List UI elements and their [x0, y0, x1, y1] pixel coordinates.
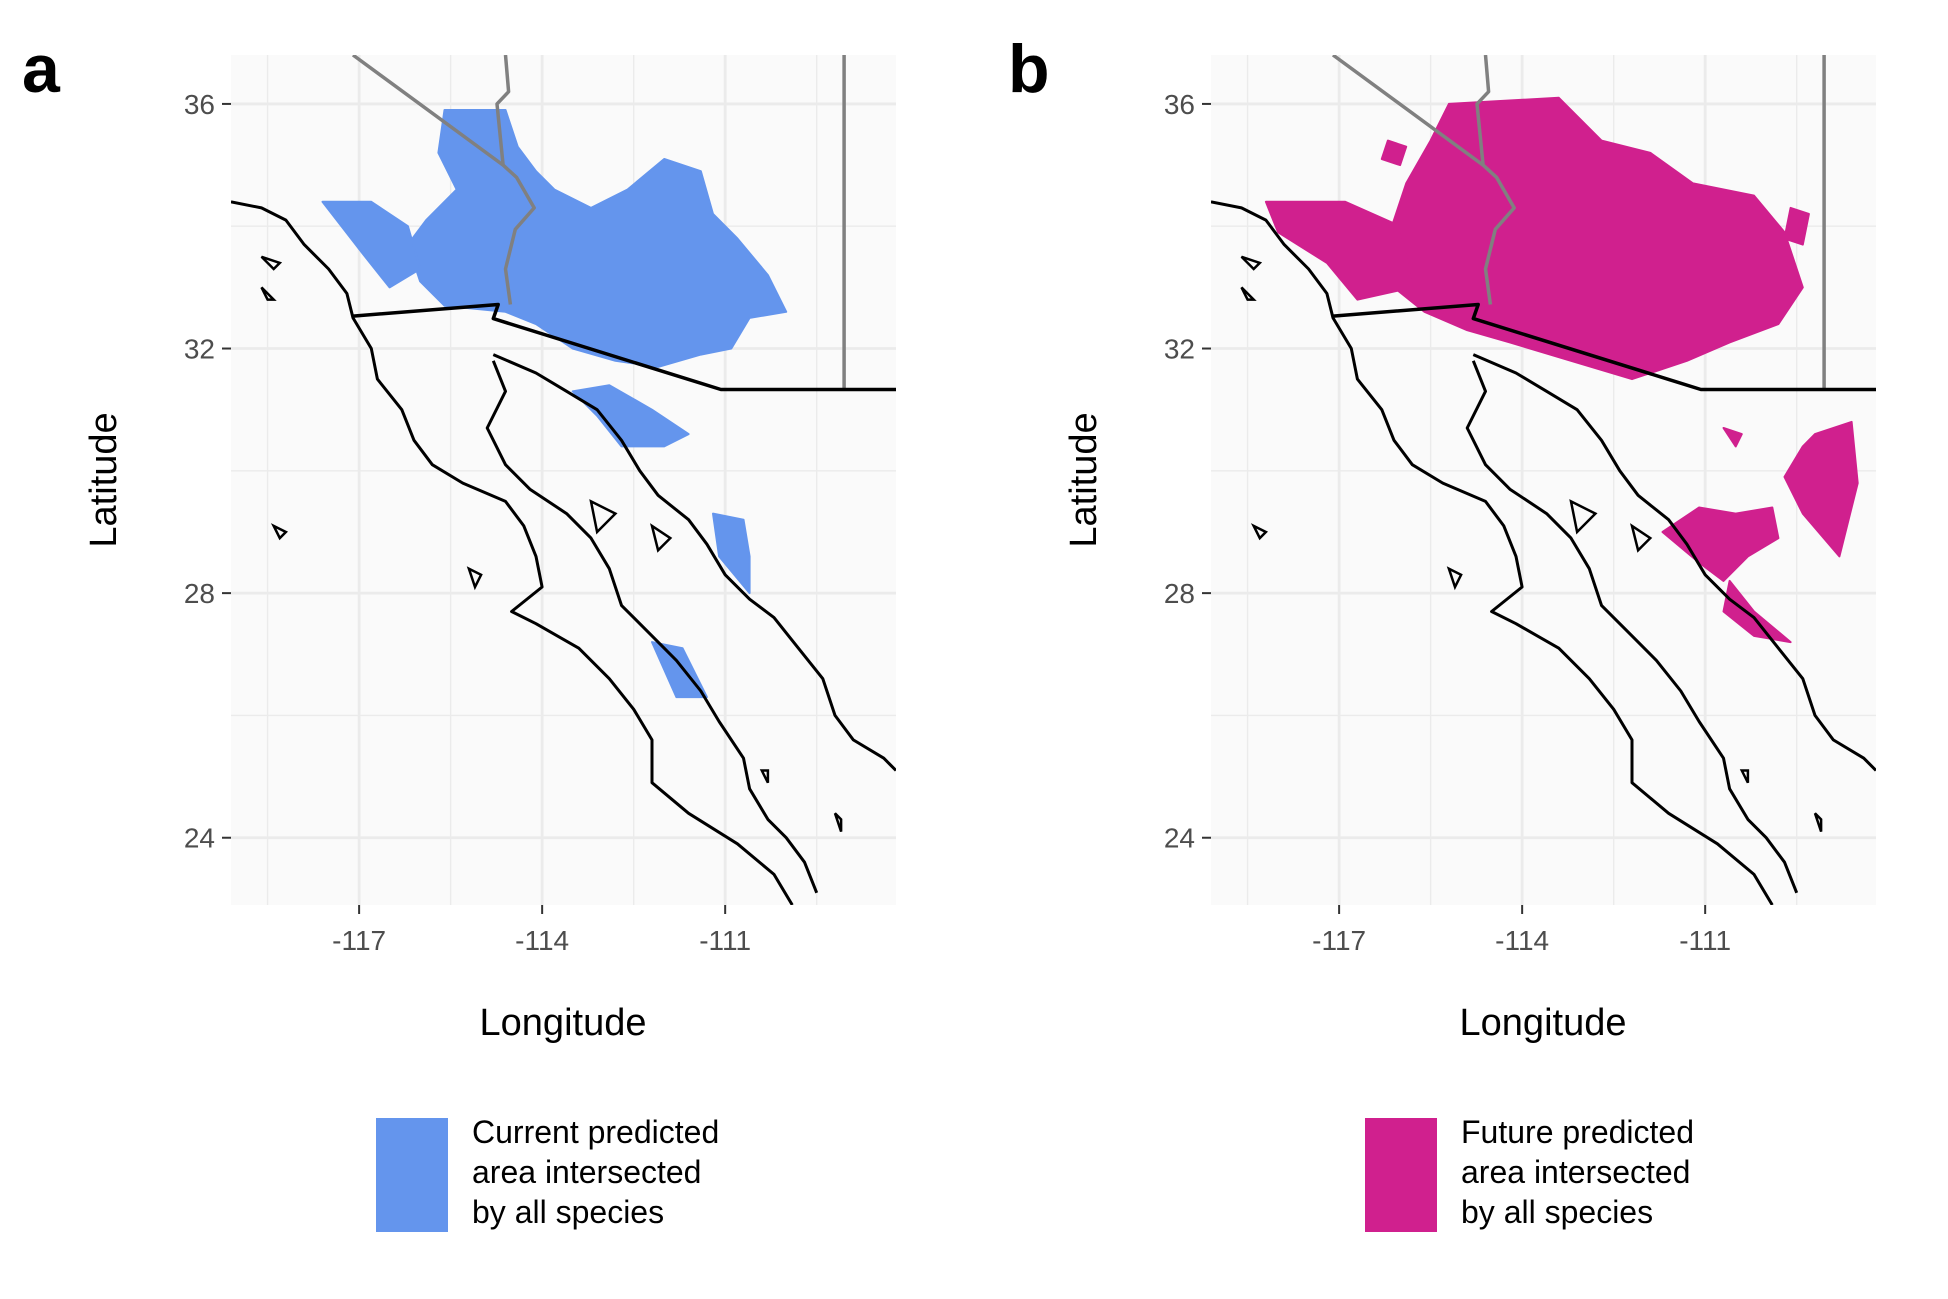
y-tick-label: 28: [184, 578, 215, 609]
legend: Current predicted area intersected by al…: [376, 1114, 719, 1232]
coastline: [1465, 360, 1799, 894]
island-outline: [1240, 255, 1263, 271]
x-tick-label: -111: [1679, 925, 1731, 956]
legend: Future predicted area intersected by all…: [1365, 1114, 1694, 1232]
predicted-area-sonora-small: [1722, 427, 1743, 448]
state-border: [495, 55, 511, 166]
island-outline: [260, 255, 283, 271]
legend-label-line-1: Future predicted: [1461, 1114, 1694, 1150]
predicted-area-west: [321, 200, 422, 289]
island-outline: [1569, 499, 1598, 535]
country-border: [1332, 302, 1876, 392]
basemap-layer: [231, 55, 896, 905]
predicted-area-sonora-1: [1661, 506, 1780, 582]
coastline: [231, 200, 794, 905]
predicted-area-east-isolated: [1783, 206, 1810, 246]
y-tick-label: 28: [1164, 578, 1195, 609]
x-tick-label: -117: [1312, 925, 1366, 956]
country-border: [352, 302, 896, 392]
legend-label-line-2: area intersected: [472, 1154, 701, 1190]
island-outline: [1446, 566, 1463, 591]
y-tick-label: 36: [184, 89, 215, 120]
axis-ticks: -117 -114 -111 24 28 32 36: [1164, 89, 1731, 956]
island-outline: [1739, 769, 1750, 784]
grid: [231, 55, 896, 905]
legend-label-line-3: by all species: [1461, 1194, 1653, 1230]
island-outline: [589, 499, 618, 535]
state-border: [1475, 55, 1491, 166]
predicted-area-sonora-3: [1783, 420, 1859, 558]
island-outline: [1630, 523, 1653, 553]
panel-current: a -117 -114 -111 24 28 32 36 Longitude Latitud…: [22, 31, 896, 1232]
y-tick-label: 24: [1164, 823, 1195, 854]
x-axis-title: Longitude: [1460, 1002, 1627, 1044]
predicted-area-north-isolated: [1380, 139, 1408, 167]
y-tick-label: 24: [184, 823, 215, 854]
island-outline: [1240, 286, 1257, 301]
y-axis-title: Latitude: [1063, 412, 1105, 547]
coastline: [485, 360, 819, 894]
y-tick-label: 32: [1164, 334, 1195, 365]
island-outline: [270, 523, 289, 541]
panel-letter: a: [22, 31, 61, 107]
predicted-area-layer: [321, 109, 788, 699]
axis-ticks: -117 -114 -111 24 28 32 36: [184, 89, 751, 956]
legend-key: [1365, 1118, 1437, 1232]
island-outline: [833, 812, 843, 832]
panel-future: b -117 -114 -111 24 28 32 36 Longitude Latitud…: [1008, 31, 1876, 1232]
coastline: [1211, 200, 1774, 905]
y-tick-label: 36: [1164, 89, 1195, 120]
x-tick-label: -117: [332, 925, 386, 956]
panel-letter: b: [1008, 31, 1050, 107]
x-tick-label: -114: [1495, 925, 1549, 956]
legend-key: [376, 1118, 448, 1232]
predicted-area-south-2: [712, 512, 751, 595]
coastline: [492, 353, 896, 772]
predicted-area-south-1: [571, 384, 690, 448]
x-tick-label: -111: [699, 925, 751, 956]
island-outline: [759, 769, 770, 784]
predicted-area-layer: [1264, 96, 1859, 644]
plot-background: [231, 55, 896, 905]
y-tick-label: 32: [184, 334, 215, 365]
y-axis-title: Latitude: [83, 412, 125, 547]
island-outline: [260, 286, 277, 301]
island-outline: [466, 566, 483, 591]
predicted-area-west: [1264, 200, 1414, 301]
x-axis-title: Longitude: [480, 1002, 647, 1044]
legend-label-line-2: area intersected: [1461, 1154, 1690, 1190]
legend-label-line-1: Current predicted: [472, 1114, 719, 1150]
basemap-layer: [1211, 55, 1876, 905]
x-tick-label: -114: [515, 925, 569, 956]
legend-label-line-3: by all species: [472, 1194, 664, 1230]
island-outline: [1250, 523, 1269, 541]
island-outline: [1813, 812, 1823, 832]
coastline: [1472, 353, 1876, 772]
island-outline: [650, 523, 673, 553]
